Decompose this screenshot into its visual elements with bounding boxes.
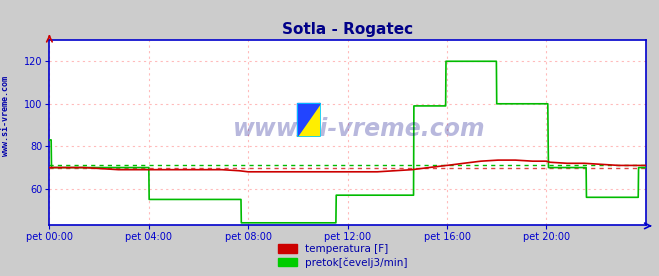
Text: www.si-vreme.com: www.si-vreme.com xyxy=(233,117,486,141)
Polygon shape xyxy=(297,103,320,136)
Polygon shape xyxy=(297,103,320,136)
Legend: temperatura [F], pretok[čevelj3/min]: temperatura [F], pretok[čevelj3/min] xyxy=(275,241,411,271)
Text: www.si-vreme.com: www.si-vreme.com xyxy=(1,76,10,156)
Title: Sotla - Rogatec: Sotla - Rogatec xyxy=(282,22,413,38)
Bar xyxy=(297,103,320,136)
